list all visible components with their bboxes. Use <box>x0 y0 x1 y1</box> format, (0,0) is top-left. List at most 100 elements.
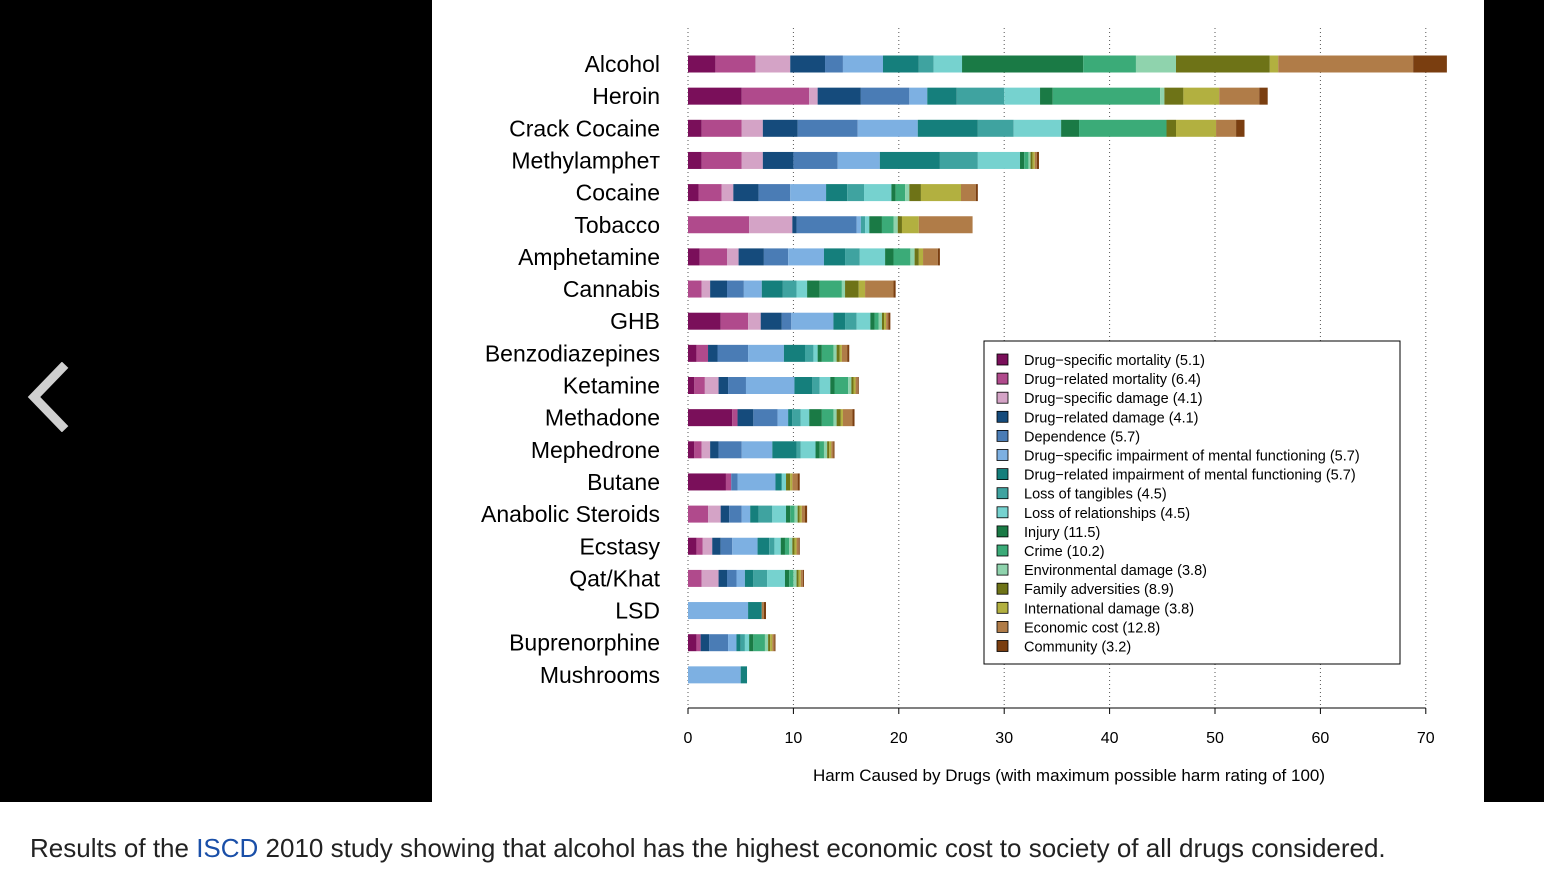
bar-segment <box>807 280 820 298</box>
category-label: Butane <box>587 469 660 495</box>
bar-segment <box>688 248 700 266</box>
category-label: Ketamine <box>563 373 660 399</box>
bar-segment <box>823 441 828 459</box>
bar-segment <box>772 634 775 652</box>
bar-segment <box>809 409 822 427</box>
bar-segment <box>800 569 803 587</box>
legend-entry: Drug−specific mortality (5.1) <box>1024 353 1205 369</box>
bar-segment <box>750 505 759 523</box>
bar-segment <box>777 409 789 427</box>
bar-segment <box>786 473 791 491</box>
iscd-link[interactable]: ISCD <box>196 833 259 863</box>
bar-segment <box>847 184 865 202</box>
x-tick-label: 70 <box>1417 730 1435 747</box>
legend-swatch <box>996 563 1009 576</box>
bar-segment <box>743 280 762 298</box>
bar-segment <box>827 441 830 459</box>
legend-swatch <box>996 468 1009 481</box>
bar-segment <box>817 344 822 362</box>
bar-segment <box>817 87 861 105</box>
bar-segment <box>856 216 861 234</box>
chart-image: Alcohol Heroin Crack Cocaine Methylampheт Co… <box>432 0 1484 802</box>
bar-segment <box>784 569 790 587</box>
bar-segment <box>720 505 730 523</box>
bar-segment <box>893 216 898 234</box>
category-label: Alcohol <box>585 51 660 77</box>
bar-segment <box>1176 119 1217 137</box>
bar-segment <box>800 441 816 459</box>
bar-segment <box>772 505 787 523</box>
bar-segment <box>847 344 850 362</box>
bar-segment <box>813 344 818 362</box>
bar-segment <box>729 505 742 523</box>
bar-segment <box>757 537 770 555</box>
bar-segment <box>726 280 744 298</box>
legend-entry: Community (3.2) <box>1024 640 1131 656</box>
bar-segment <box>720 312 749 330</box>
category-label: LSD <box>615 598 660 624</box>
bar-segment <box>874 312 879 330</box>
bar-segment <box>1079 119 1167 137</box>
bar-segment <box>710 441 719 459</box>
bar-segment <box>977 151 1021 169</box>
bar-segment <box>933 55 963 73</box>
bar-segment <box>796 441 801 459</box>
bar-segment <box>802 569 804 587</box>
category-label: Mushrooms <box>540 662 660 688</box>
bar-segment <box>728 634 737 652</box>
bar-segment <box>789 537 793 555</box>
bar-segment <box>886 312 889 330</box>
bar-segment <box>796 216 857 234</box>
bar-segment <box>855 377 858 394</box>
category-label: Cannabis <box>563 276 660 302</box>
bar-segment <box>830 377 835 394</box>
bar-segment <box>799 505 802 523</box>
bar-segment <box>694 441 702 459</box>
legend-swatch <box>996 353 1009 366</box>
bar-segment <box>809 87 818 105</box>
bar-segment <box>784 537 790 555</box>
legend-entry: Drug−related impairment of mental functi… <box>1024 468 1356 484</box>
bar-segment <box>790 55 826 73</box>
bar-segment <box>918 248 924 266</box>
bar-segment <box>763 602 766 620</box>
bar-segment <box>712 537 721 555</box>
bar-segment <box>1278 55 1414 73</box>
bar-segment <box>732 409 738 427</box>
bar-segment <box>780 537 785 555</box>
caption-text-before: Results of the <box>30 833 197 863</box>
viewer-backdrop-left <box>0 0 432 802</box>
bar-segment <box>749 634 754 652</box>
bar-segment <box>761 280 783 298</box>
bar-segment <box>753 409 778 427</box>
bar-segment <box>688 151 702 169</box>
bar-segment <box>923 248 938 266</box>
category-label: Ecstasy <box>579 533 660 559</box>
bar-segment <box>702 537 713 555</box>
category-label: Methylampheт <box>511 147 660 173</box>
bar-segment <box>728 377 746 394</box>
bar-segment <box>748 602 762 620</box>
bar-segment <box>698 184 722 202</box>
bar-segment <box>939 151 978 169</box>
chevron-left-icon[interactable] <box>22 362 72 432</box>
bar-segment <box>812 377 820 394</box>
legend-entry: Loss of tangibles (4.5) <box>1024 487 1167 503</box>
bar-segment <box>834 377 849 394</box>
bar-segment <box>909 87 928 105</box>
bar-segment <box>836 409 841 427</box>
bar-segment <box>918 55 934 73</box>
bar-segment <box>763 248 789 266</box>
bar-segment <box>701 151 742 169</box>
bar-segment <box>1034 151 1037 169</box>
legend-entry: Drug−related mortality (6.4) <box>1024 372 1201 388</box>
bar-segment <box>744 569 754 587</box>
bar-segment <box>881 312 885 330</box>
bar-segment <box>881 216 894 234</box>
legend-entry: Drug−related damage (4.1) <box>1024 410 1199 426</box>
bar-segment <box>839 344 842 362</box>
category-label: Crack Cocaine <box>509 115 660 141</box>
legend-entry: Economic cost (12.8) <box>1024 620 1160 636</box>
bar-segment <box>783 344 805 362</box>
bar-segment <box>1004 87 1041 105</box>
